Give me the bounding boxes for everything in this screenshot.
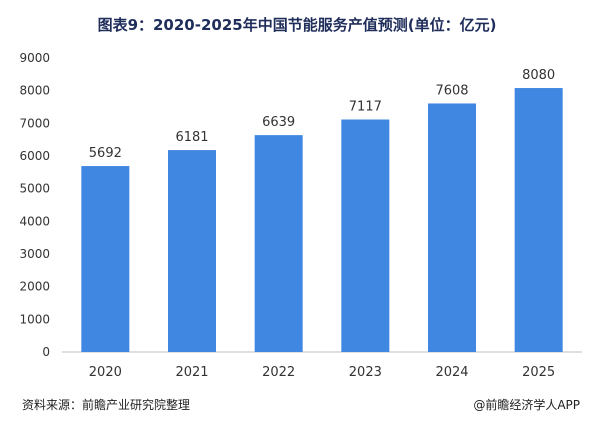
y-tick-label-6: 6000 xyxy=(19,149,50,163)
x-tick-label-2022: 2022 xyxy=(262,365,295,380)
x-tick-label-2023: 2023 xyxy=(349,365,382,380)
bars xyxy=(81,88,563,353)
bar-2021 xyxy=(168,150,216,352)
x-tick-label-2020: 2020 xyxy=(89,365,122,380)
y-tick-label-3: 3000 xyxy=(19,247,50,261)
value-label-2021: 6181 xyxy=(175,130,208,145)
value-label-2024: 7608 xyxy=(435,83,468,98)
y-tick-label-4: 4000 xyxy=(19,214,50,228)
value-label-2025: 8080 xyxy=(522,68,555,83)
y-tick-label-8: 8000 xyxy=(19,84,50,98)
x-tick-label-2024: 2024 xyxy=(435,365,468,380)
x-axis-tick-labels: 2020 2021 2022 2023 2024 2025 xyxy=(89,365,555,380)
bar-2020 xyxy=(81,166,130,352)
bar-2025 xyxy=(514,88,563,352)
bar-value-labels: 5692 6181 6639 7117 7608 8080 xyxy=(89,68,555,161)
y-tick-label-5: 5000 xyxy=(19,182,50,196)
y-tick-label-0: 0 xyxy=(42,345,50,359)
chart-title: 图表9：2020-2025年中国节能服务产值预测(单位：亿元) xyxy=(97,16,497,34)
y-tick-label-2: 2000 xyxy=(19,280,50,294)
y-axis-tick-labels: 0 1000 2000 3000 4000 5000 6000 7000 8000 9000 xyxy=(19,51,50,359)
y-tick-label-9: 9000 xyxy=(19,51,50,65)
source-note: 资料来源：前瞻产业研究院整理 xyxy=(22,398,191,412)
bar-2024 xyxy=(428,103,476,352)
y-tick-label-7: 7000 xyxy=(19,116,50,130)
brand-label: @前瞻经济学人APP xyxy=(473,398,580,412)
x-tick-label-2021: 2021 xyxy=(175,365,208,380)
y-tick-label-1: 1000 xyxy=(19,312,50,326)
value-label-2022: 6639 xyxy=(262,115,295,130)
value-label-2020: 5692 xyxy=(89,146,122,161)
bar-2023 xyxy=(341,119,390,353)
bar-2022 xyxy=(254,135,303,352)
value-label-2023: 7117 xyxy=(349,100,382,115)
x-tick-label-2025: 2025 xyxy=(522,365,555,380)
